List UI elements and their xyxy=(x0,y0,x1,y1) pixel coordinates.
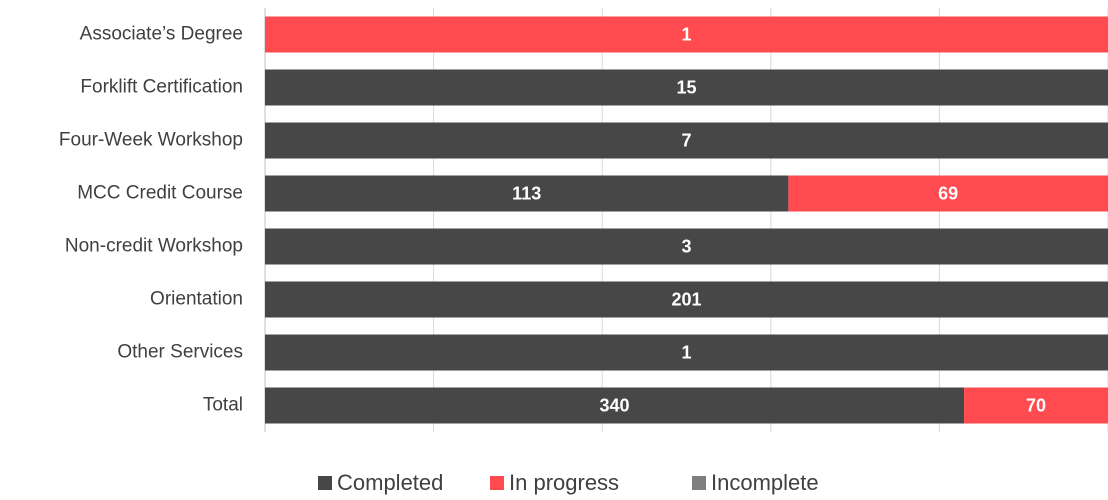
data-label: 113 xyxy=(512,183,541,203)
y-tick-label: Non-credit Workshop xyxy=(65,236,243,257)
legend-label: Incomplete xyxy=(711,470,819,495)
data-label: 7 xyxy=(681,130,691,150)
data-label: 15 xyxy=(676,77,696,97)
legend-label: Completed xyxy=(337,470,443,495)
data-label: 70 xyxy=(1026,395,1046,415)
y-tick-label: Forklift Certification xyxy=(80,77,243,98)
bar-segment xyxy=(265,122,1108,159)
bar-segment xyxy=(265,16,1108,53)
y-tick-label: MCC Credit Course xyxy=(77,183,243,204)
y-tick-label: Total xyxy=(203,395,243,416)
data-label: 1 xyxy=(681,24,691,44)
bar-segment xyxy=(265,281,1108,318)
data-label: 340 xyxy=(600,395,630,415)
bar-segment xyxy=(265,334,1108,371)
data-label: 1 xyxy=(681,342,691,362)
legend-swatch xyxy=(490,476,504,490)
data-label: 3 xyxy=(681,236,691,256)
legend-label: In progress xyxy=(509,470,619,495)
bar-segment xyxy=(964,387,1108,424)
legend-swatch xyxy=(318,476,332,490)
bar-segment xyxy=(265,69,1108,106)
data-label: 69 xyxy=(938,183,958,203)
y-tick-label: Other Services xyxy=(117,342,243,363)
bar-segment xyxy=(265,175,789,212)
bar-segment xyxy=(265,387,965,424)
y-tick-label: Associate’s Degree xyxy=(80,24,243,45)
data-label: 201 xyxy=(671,289,701,309)
bar-segment xyxy=(788,175,1108,212)
legend-swatch xyxy=(692,476,706,490)
y-tick-label: Four-Week Workshop xyxy=(59,130,243,151)
bar-segment xyxy=(265,228,1108,265)
y-tick-label: Orientation xyxy=(150,289,243,310)
